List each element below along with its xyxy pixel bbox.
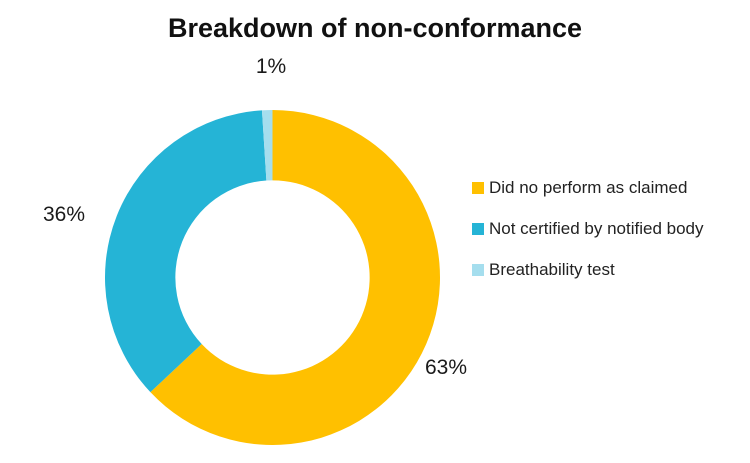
data-label-slice-36pct: 36% xyxy=(42,203,86,226)
legend: Did no perform as claimed Not certified … xyxy=(472,176,704,299)
legend-swatch-blue-icon xyxy=(472,223,484,235)
donut-chart xyxy=(105,110,440,445)
legend-item-did-no-perform: Did no perform as claimed xyxy=(472,176,704,200)
data-label-slice-1pct: 1% xyxy=(255,55,287,78)
legend-label-not-certified: Not certified by notified body xyxy=(489,219,704,238)
legend-swatch-lightblue-icon xyxy=(472,264,484,276)
legend-item-breathability-test: Breathability test xyxy=(472,258,704,282)
legend-item-not-certified: Not certified by notified body xyxy=(472,217,704,241)
donut-slice xyxy=(261,110,273,181)
legend-swatch-yellow-icon xyxy=(472,182,484,194)
donut-slice xyxy=(150,110,440,445)
donut-slice xyxy=(105,110,267,393)
data-label-slice-63pct: 63% xyxy=(424,356,468,379)
legend-label-breathability-test: Breathability test xyxy=(489,260,615,279)
chart-title: Breakdown of non-conformance xyxy=(167,13,583,43)
legend-label-did-no-perform: Did no perform as claimed xyxy=(489,178,688,197)
